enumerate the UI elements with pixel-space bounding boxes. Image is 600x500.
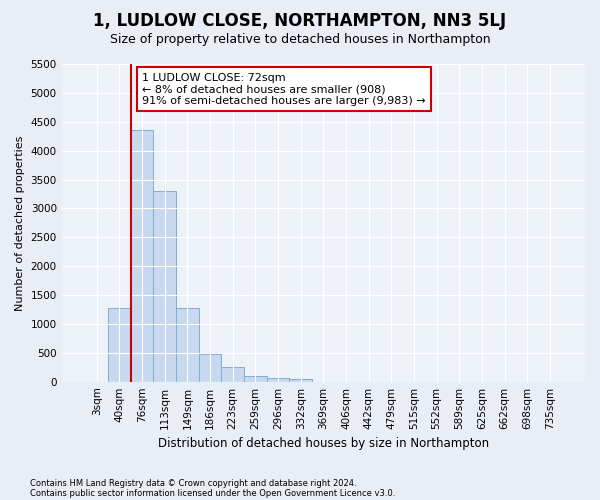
X-axis label: Distribution of detached houses by size in Northampton: Distribution of detached houses by size …: [158, 437, 489, 450]
Text: 1 LUDLOW CLOSE: 72sqm
← 8% of detached houses are smaller (908)
91% of semi-deta: 1 LUDLOW CLOSE: 72sqm ← 8% of detached h…: [142, 72, 426, 106]
Text: Size of property relative to detached houses in Northampton: Size of property relative to detached ho…: [110, 32, 490, 46]
Text: Contains HM Land Registry data © Crown copyright and database right 2024.: Contains HM Land Registry data © Crown c…: [30, 478, 356, 488]
Bar: [199, 354, 221, 382]
Text: Contains public sector information licensed under the Open Government Licence v3: Contains public sector information licen…: [30, 488, 395, 498]
Y-axis label: Number of detached properties: Number of detached properties: [15, 135, 25, 310]
Bar: [176, 308, 199, 382]
Bar: [131, 130, 154, 382]
Bar: [266, 378, 289, 382]
Bar: [244, 376, 266, 382]
Bar: [154, 191, 176, 382]
Bar: [289, 379, 312, 382]
Bar: [221, 367, 244, 382]
Text: 1, LUDLOW CLOSE, NORTHAMPTON, NN3 5LJ: 1, LUDLOW CLOSE, NORTHAMPTON, NN3 5LJ: [94, 12, 506, 30]
Bar: [108, 308, 131, 382]
